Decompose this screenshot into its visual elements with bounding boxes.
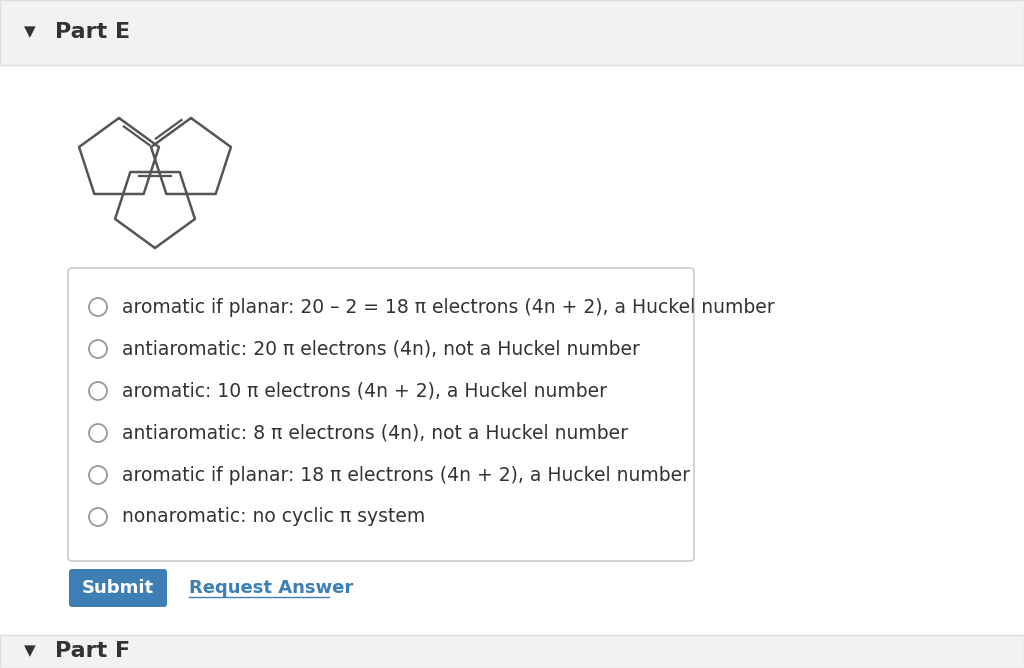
Text: Part F: Part F xyxy=(55,641,130,661)
Text: Request Answer: Request Answer xyxy=(189,579,353,597)
Text: antiaromatic: 8 π electrons (4n), not a Huckel number: antiaromatic: 8 π electrons (4n), not a … xyxy=(122,424,628,442)
Text: aromatic: 10 π electrons (4n + 2), a Huckel number: aromatic: 10 π electrons (4n + 2), a Huc… xyxy=(122,381,607,401)
FancyBboxPatch shape xyxy=(0,635,1024,668)
Circle shape xyxy=(89,298,106,316)
Text: ▼: ▼ xyxy=(25,25,36,39)
Circle shape xyxy=(89,424,106,442)
Text: aromatic if planar: 18 π electrons (4n + 2), a Huckel number: aromatic if planar: 18 π electrons (4n +… xyxy=(122,466,690,484)
FancyBboxPatch shape xyxy=(69,569,167,607)
Text: ▼: ▼ xyxy=(25,643,36,659)
Text: Submit: Submit xyxy=(82,579,154,597)
Circle shape xyxy=(89,382,106,400)
Text: Part E: Part E xyxy=(55,22,130,42)
Circle shape xyxy=(89,340,106,358)
Text: antiaromatic: 20 π electrons (4n), not a Huckel number: antiaromatic: 20 π electrons (4n), not a… xyxy=(122,339,640,359)
FancyBboxPatch shape xyxy=(68,268,694,561)
Circle shape xyxy=(89,508,106,526)
FancyBboxPatch shape xyxy=(0,0,1024,65)
Text: aromatic if planar: 20 – 2 = 18 π electrons (4n + 2), a Huckel number: aromatic if planar: 20 – 2 = 18 π electr… xyxy=(122,297,774,317)
Text: nonaromatic: no cyclic π system: nonaromatic: no cyclic π system xyxy=(122,508,425,526)
Circle shape xyxy=(89,466,106,484)
